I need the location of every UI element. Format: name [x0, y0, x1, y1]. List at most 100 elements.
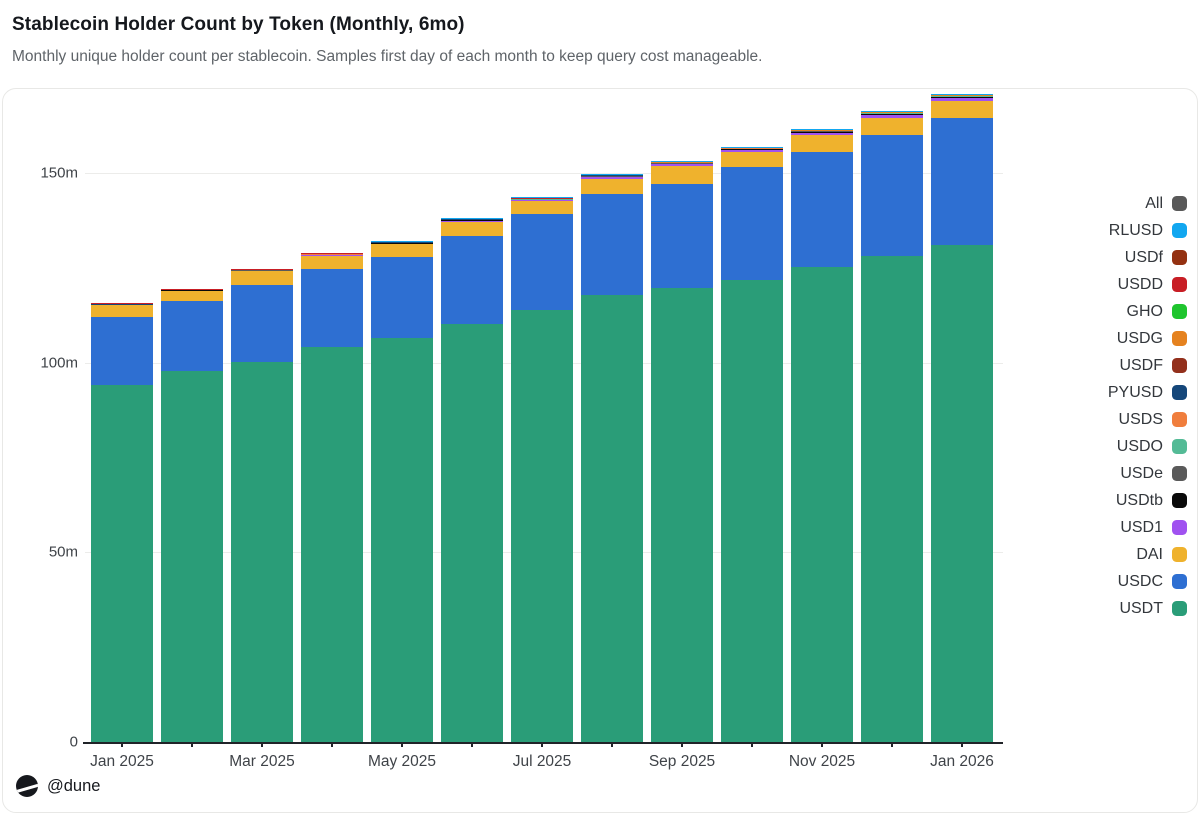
legend-item-USDD[interactable]: USDD — [1118, 271, 1187, 298]
legend-item-DAI[interactable]: DAI — [1136, 541, 1187, 568]
legend-item-GHO[interactable]: GHO — [1127, 298, 1187, 325]
legend-item-USDT[interactable]: USDT — [1119, 595, 1187, 622]
x-axis-tick — [541, 744, 543, 747]
legend-item-USDG[interactable]: USDG — [1117, 325, 1187, 352]
y-axis-tick-label: 100m — [40, 354, 78, 372]
bar-segment-DAI[interactable] — [581, 178, 643, 194]
bar-segment-USDC[interactable] — [721, 166, 783, 280]
legend-swatch-icon — [1172, 304, 1187, 319]
legend-label: All — [1145, 194, 1163, 212]
bar-segment-USD1[interactable] — [231, 270, 293, 271]
bar-segment-USDT[interactable] — [511, 309, 573, 742]
bar-segment-USDC[interactable] — [651, 184, 713, 288]
bar-segment-USDT[interactable] — [371, 338, 433, 742]
bar-segment-USD1[interactable] — [301, 254, 363, 256]
bar-segment-DAI[interactable] — [511, 201, 573, 214]
bar-segment-DAI[interactable] — [301, 255, 363, 269]
bar-segment-USDT[interactable] — [721, 279, 783, 742]
bar-segment-USD1[interactable] — [581, 176, 643, 179]
legend-item-USDO[interactable]: USDO — [1117, 433, 1187, 460]
bar-segment-DAI[interactable] — [91, 305, 153, 318]
bar-segment-USDC[interactable] — [91, 317, 153, 385]
bar-segment-USD1[interactable] — [441, 220, 503, 222]
bar-segment-USDC[interactable] — [301, 268, 363, 348]
bar-segment-USDT[interactable] — [441, 324, 503, 742]
bar-segment-USDT[interactable] — [581, 294, 643, 742]
legend-item-USD1[interactable]: USD1 — [1120, 514, 1187, 541]
bar-segment-USDT[interactable] — [791, 266, 853, 742]
legend-label: USDT — [1119, 599, 1163, 617]
legend-swatch-icon — [1172, 358, 1187, 373]
bar-segment-USDe[interactable] — [931, 95, 993, 97]
bar-segment-USDC[interactable] — [161, 300, 223, 372]
bar-segment-USD1[interactable] — [371, 242, 433, 244]
bar-segment-USDtb[interactable] — [721, 149, 783, 150]
bar-segment-USDC[interactable] — [581, 193, 643, 295]
bar-segment-USDT[interactable] — [91, 384, 153, 742]
bar-segment-DAI[interactable] — [441, 221, 503, 236]
bar-segment-USDe[interactable] — [441, 219, 503, 220]
bar-segment-USDC[interactable] — [861, 134, 923, 257]
legend-label: USDe — [1120, 464, 1163, 482]
legend-swatch-icon — [1172, 196, 1187, 211]
bar-segment-USDe[interactable] — [581, 175, 643, 177]
bar-segment-DAI[interactable] — [931, 100, 993, 119]
legend-item-All[interactable]: All — [1145, 190, 1187, 217]
legend-label: DAI — [1136, 545, 1163, 563]
bar-segment-USDe[interactable] — [721, 148, 783, 150]
bar-segment-DAI[interactable] — [651, 166, 713, 185]
bar-segment-USDT[interactable] — [651, 287, 713, 742]
bar-segment-USDe[interactable] — [651, 162, 713, 164]
legend-item-PYUSD[interactable]: PYUSD — [1108, 379, 1187, 406]
bar-segment-USDC[interactable] — [791, 151, 853, 267]
bar-segment-DAI[interactable] — [721, 151, 783, 167]
bar-segment-USDtb[interactable] — [791, 131, 853, 133]
bar-segment-USD1[interactable] — [91, 304, 153, 305]
legend-label: USDO — [1116, 437, 1163, 455]
legend-swatch-icon — [1172, 250, 1187, 265]
bar-segment-USD1[interactable] — [161, 290, 223, 291]
legend-label: RLUSD — [1108, 221, 1163, 239]
bar-segment-USD1[interactable] — [721, 149, 783, 152]
bar-segment-USDC[interactable] — [511, 213, 573, 310]
x-axis-tick — [331, 744, 333, 747]
legend-item-USDF[interactable]: USDF — [1119, 352, 1187, 379]
bar-segment-USDT[interactable] — [931, 244, 993, 742]
bar-segment-USDT[interactable] — [161, 371, 223, 742]
bar-segment-DAI[interactable] — [161, 290, 223, 301]
x-axis-tick — [261, 744, 263, 747]
legend-item-USDe[interactable]: USDe — [1120, 460, 1187, 487]
bar-segment-USDT[interactable] — [301, 347, 363, 742]
bar-segment-DAI[interactable] — [371, 243, 433, 257]
bar-segment-USDtb[interactable] — [651, 163, 713, 165]
bar-segment-USDC[interactable] — [931, 118, 993, 245]
bar-segment-USDC[interactable] — [371, 256, 433, 339]
bar-segment-USDe[interactable] — [511, 198, 573, 200]
bar-segment-USDC[interactable] — [231, 284, 293, 362]
bar-segment-USDT[interactable] — [231, 361, 293, 742]
legend-item-USDS[interactable]: USDS — [1119, 406, 1187, 433]
bar-segment-USDe[interactable] — [861, 112, 923, 115]
bar-segment-USD1[interactable] — [651, 164, 713, 167]
bar-segment-USD1[interactable] — [511, 199, 573, 202]
bar-segment-USD1[interactable] — [791, 132, 853, 135]
bar-segment-USDC[interactable] — [441, 235, 503, 325]
bar-segment-DAI[interactable] — [791, 134, 853, 152]
legend-item-RLUSD[interactable]: RLUSD — [1109, 217, 1187, 244]
bar-segment-USDtb[interactable] — [931, 97, 993, 99]
bar-segment-USDtb[interactable] — [861, 114, 923, 116]
bar-segment-USDtb[interactable] — [581, 176, 643, 177]
legend-item-USDC[interactable]: USDC — [1118, 568, 1187, 595]
x-axis-tick — [611, 744, 613, 747]
bar-segment-USDe[interactable] — [791, 130, 853, 132]
bar-segment-DAI[interactable] — [861, 117, 923, 135]
legend-item-USDtb[interactable]: USDtb — [1116, 487, 1187, 514]
bar-segment-USDT[interactable] — [861, 256, 923, 742]
attribution: @dune — [16, 775, 100, 797]
legend-item-USDf[interactable]: USDf — [1125, 244, 1187, 271]
bar-segment-DAI[interactable] — [231, 270, 293, 285]
legend-label: PYUSD — [1107, 383, 1163, 401]
x-axis-tick-label: Mar 2025 — [229, 753, 295, 770]
bar-segment-USD1[interactable] — [931, 98, 993, 101]
bar-segment-USD1[interactable] — [861, 115, 923, 118]
